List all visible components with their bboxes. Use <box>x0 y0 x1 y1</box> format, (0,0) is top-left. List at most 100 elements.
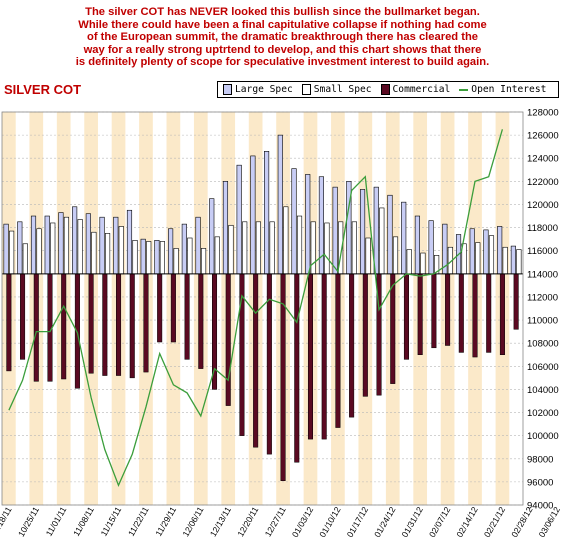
small-spec-bar <box>201 248 207 275</box>
y-tick-label: 108000 <box>527 339 559 350</box>
small-spec-bar <box>324 222 330 275</box>
large-spec-bar <box>277 134 283 275</box>
x-tick-label: 11/01/11 <box>44 505 69 538</box>
commercial-bar <box>349 273 355 418</box>
legend-item-open-interest: Open Interest <box>459 84 546 95</box>
commercial-bar <box>88 273 94 374</box>
annotation-text: The silver COT has NEVER looked this bul… <box>0 6 565 69</box>
commercial-bar <box>417 273 423 355</box>
small-spec-bar <box>173 248 179 275</box>
small-spec-bar <box>310 221 316 275</box>
large-spec-bar <box>428 220 434 275</box>
x-tick-label: 11/29/11 <box>153 505 178 538</box>
large-spec-bar <box>85 213 91 275</box>
commercial-bar <box>253 273 259 448</box>
large-spec-bar <box>195 216 201 275</box>
large-spec-bar <box>209 198 215 275</box>
large-spec-bar <box>318 176 324 275</box>
large-spec-bar <box>332 186 338 275</box>
large-spec-bar <box>181 223 187 275</box>
commercial-bar <box>198 273 204 369</box>
legend-label: Large Spec <box>235 84 293 95</box>
x-tick-label: 01/03/12 <box>290 505 315 539</box>
y-tick-label: 124000 <box>527 154 559 165</box>
y-tick-label: 100000 <box>527 431 559 442</box>
y-tick-label: 106000 <box>527 362 559 373</box>
large-spec-bar <box>72 206 78 275</box>
x-tick-label: 11/15/11 <box>99 505 124 538</box>
large-spec-bar <box>154 240 160 275</box>
x-tick-label: 12/13/11 <box>208 505 233 539</box>
small-spec-bar <box>132 240 138 275</box>
large-spec-bar <box>387 194 393 275</box>
annotation-line: way for a really strong uptrtend to deve… <box>83 43 482 56</box>
small-spec-bar <box>77 219 83 275</box>
small-spec-bar <box>502 246 508 275</box>
commercial-bar <box>335 273 341 428</box>
chart-legend: Large Spec Small Spec Commercial Open In… <box>217 81 559 98</box>
large-spec-bar <box>58 212 64 275</box>
small-spec-bar <box>9 230 15 275</box>
x-tick-label: 10/18/11 <box>0 505 14 539</box>
large-spec-bar <box>236 164 242 275</box>
y-tick-label: 118000 <box>527 223 558 234</box>
x-tick-label: 11/08/11 <box>71 505 96 538</box>
y-tick-label: 128000 <box>527 108 559 119</box>
y-tick-label: 122000 <box>527 177 559 188</box>
small-spec-bar <box>351 221 357 275</box>
large-spec-bar <box>469 228 475 275</box>
small-spec-bar <box>296 215 303 275</box>
x-tick-label: 01/24/12 <box>372 505 397 539</box>
x-tick-label: 11/22/11 <box>126 505 151 538</box>
large-spec-bar <box>401 201 407 275</box>
x-tick-label: 12/06/11 <box>180 505 205 539</box>
commercial-bar <box>170 273 176 343</box>
large-spec-bar <box>250 155 256 275</box>
open-interest-line <box>8 129 504 488</box>
annotation-line: of the European summit, the dramatic bre… <box>86 31 479 44</box>
x-tick-label: 01/17/12 <box>345 505 370 539</box>
large-spec-bar <box>44 215 50 275</box>
legend-label: Small Spec <box>313 84 372 95</box>
small-spec-bar <box>379 207 385 275</box>
small-spec-bar <box>50 222 56 275</box>
small-spec-bar <box>255 221 261 275</box>
commercial-bar <box>6 273 12 372</box>
large-spec-bar <box>497 226 503 275</box>
x-tick-label: 02/28/12 <box>509 505 534 539</box>
large-spec-bar <box>291 168 297 275</box>
y-tick-label: 104000 <box>527 385 559 396</box>
small-spec-bar <box>214 236 220 275</box>
y-tick-label: 98000 <box>527 454 553 465</box>
small-spec-bar <box>242 221 248 275</box>
large-spec-bar <box>168 228 174 275</box>
large-spec-bar <box>414 215 420 275</box>
y-tick-label: 110000 <box>527 316 558 327</box>
small-spec-bar <box>365 237 371 275</box>
large-spec-bar <box>264 151 270 275</box>
small-spec-bar <box>516 249 522 275</box>
commercial-bar <box>362 273 368 397</box>
annotation-line: is definitely plenty of scope for specul… <box>75 56 490 69</box>
commercial-bar <box>307 273 313 440</box>
commercial-bar <box>472 273 478 358</box>
legend-item-commercial: Commercial <box>380 84 451 95</box>
y-tick-label: 120000 <box>527 200 559 211</box>
commercial-bar <box>102 273 108 376</box>
small-spec-bar <box>406 249 412 275</box>
small-spec-bar <box>159 241 165 275</box>
commercial-bar <box>20 273 26 360</box>
y-tick-label: 94000 <box>527 501 553 512</box>
legend-swatch-open-interest <box>459 88 469 91</box>
large-spec-bar <box>17 221 23 275</box>
small-spec-bar <box>269 221 275 275</box>
small-spec-bar <box>36 228 42 275</box>
chart-title: SILVER COT <box>4 82 82 97</box>
commercial-bar <box>294 273 300 463</box>
small-spec-bar <box>118 226 124 275</box>
commercial-bar <box>390 273 396 384</box>
legend-label: Commercial <box>392 84 451 95</box>
x-tick-label: 12/20/11 <box>235 505 260 539</box>
legend-item-large-spec: Large Spec <box>223 84 293 95</box>
